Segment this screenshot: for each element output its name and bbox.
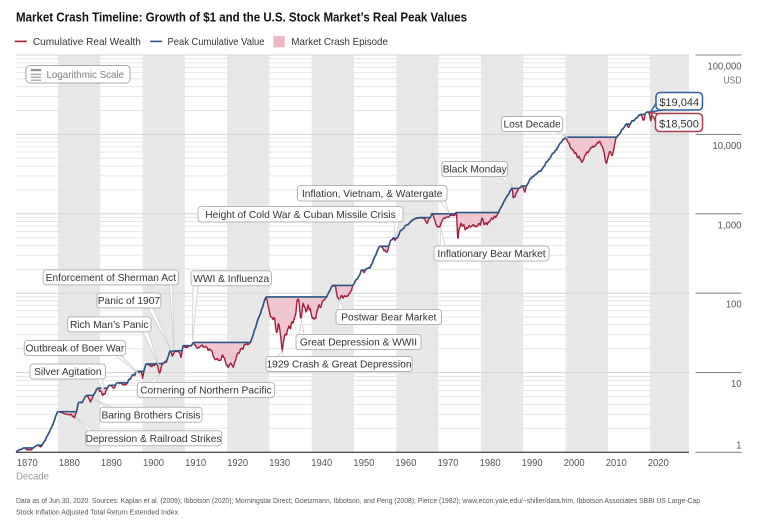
svg-text:Outbreak of Boer War: Outbreak of Boer War — [26, 344, 125, 355]
svg-text:Cornering of Northern Pacific: Cornering of Northern Pacific — [140, 386, 271, 397]
svg-text:2020: 2020 — [648, 458, 669, 469]
svg-text:1940: 1940 — [311, 458, 332, 469]
svg-text:1970: 1970 — [438, 458, 459, 469]
svg-text:Baring Brothers Crisis: Baring Brothers Crisis — [101, 410, 200, 421]
svg-text:10: 10 — [731, 379, 742, 390]
svg-text:1910: 1910 — [185, 458, 206, 469]
svg-text:Enforcement of Sherman Act: Enforcement of Sherman Act — [46, 273, 176, 284]
svg-text:1960: 1960 — [395, 458, 416, 469]
svg-text:Logarithmic Scale: Logarithmic Scale — [47, 70, 125, 81]
svg-text:10,000: 10,000 — [713, 141, 742, 152]
svg-text:Data as of Jun 30, 2020. Sourc: Data as of Jun 30, 2020. Sources: Kaplan… — [16, 496, 700, 505]
svg-text:Decade: Decade — [16, 471, 49, 483]
svg-text:$18,500: $18,500 — [659, 118, 699, 130]
svg-text:Stock Inflation Adjusted Total: Stock Inflation Adjusted Total Return Ex… — [16, 507, 180, 516]
svg-text:Height of Cold War & Cuban Mis: Height of Cold War & Cuban Missile Crisi… — [205, 210, 395, 221]
svg-text:WWI & Influenza: WWI & Influenza — [193, 274, 269, 285]
svg-text:Silver Agitation: Silver Agitation — [34, 367, 101, 378]
svg-text:2010: 2010 — [606, 458, 627, 469]
svg-text:Lost Decade: Lost Decade — [503, 120, 561, 131]
svg-text:100,000: 100,000 — [708, 62, 742, 73]
svg-text:100: 100 — [726, 300, 742, 311]
svg-text:2000: 2000 — [564, 458, 585, 469]
svg-text:1920: 1920 — [227, 458, 248, 469]
svg-text:1990: 1990 — [522, 458, 543, 469]
svg-text:Market Crash Episode: Market Crash Episode — [291, 37, 388, 48]
svg-text:1950: 1950 — [353, 458, 374, 469]
svg-text:Great Depression & WWII: Great Depression & WWII — [300, 338, 417, 349]
svg-text:1980: 1980 — [480, 458, 501, 469]
svg-text:Peak Cumulative Value: Peak Cumulative Value — [168, 37, 265, 48]
svg-text:Market Crash Timeline: Growth: Market Crash Timeline: Growth of $1 and … — [16, 11, 467, 25]
svg-text:Cumulative Real Wealth: Cumulative Real Wealth — [33, 37, 141, 48]
svg-text:Panic of 1907: Panic of 1907 — [98, 296, 161, 307]
svg-text:1930: 1930 — [269, 458, 290, 469]
svg-text:$19,044: $19,044 — [659, 97, 699, 109]
svg-text:1900: 1900 — [143, 458, 164, 469]
svg-text:Depression & Railroad Strikes: Depression & Railroad Strikes — [86, 434, 222, 445]
svg-text:1,000: 1,000 — [718, 220, 742, 231]
svg-text:1: 1 — [736, 440, 742, 451]
svg-text:USD: USD — [724, 76, 742, 87]
svg-text:1890: 1890 — [101, 458, 122, 469]
svg-text:1880: 1880 — [59, 458, 80, 469]
svg-text:Inflation, Vietnam, & Watergat: Inflation, Vietnam, & Watergate — [302, 189, 443, 200]
svg-text:Rich Man’s Panic: Rich Man’s Panic — [70, 320, 149, 331]
svg-text:Postwar Bear Market: Postwar Bear Market — [341, 313, 436, 324]
svg-text:Inflationary Bear Market: Inflationary Bear Market — [437, 249, 545, 260]
svg-text:1929 Crash & Great Depression: 1929 Crash & Great Depression — [267, 360, 412, 371]
svg-text:1870: 1870 — [17, 458, 38, 469]
svg-text:Black Monday: Black Monday — [443, 165, 508, 176]
